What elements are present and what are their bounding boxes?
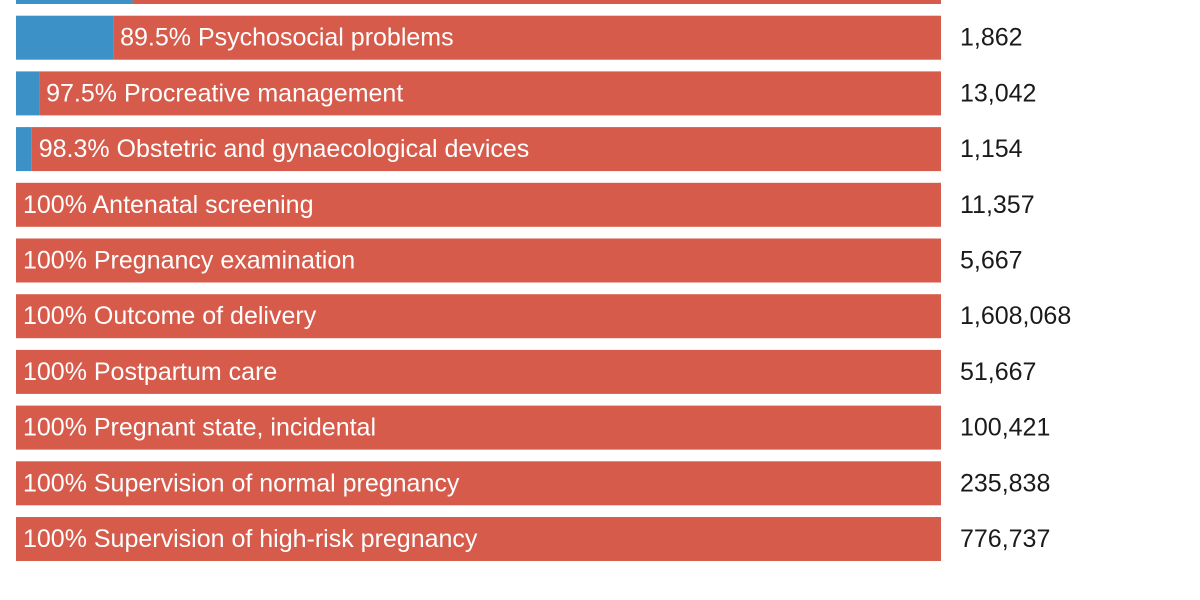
bar-row: 100% Pregnancy examination 5,667 (16, 238, 1023, 283)
bar-segment-female (16, 294, 941, 339)
bar-label: 89.5% Psychosocial problems (120, 24, 454, 52)
bar-segment-male (16, 127, 32, 172)
count-label: 1,608,068 (960, 302, 1071, 330)
bar-segment-male (16, 71, 40, 116)
bar-segment-female (16, 238, 941, 283)
bar-row: 100% Supervision of high-risk pregnancy 7… (16, 517, 1050, 561)
bar-segment-female (16, 182, 941, 227)
bar-row: 98.3% Obstetric and gynaecological devic… (16, 127, 1023, 172)
bar-row: 100% Supervision of normal pregnancy 235,… (16, 461, 1050, 506)
bar-row: 97.5% Procreative management 13,042 (16, 71, 1036, 116)
bar-row: 89.5% Psychosocial problems 1,862 (16, 15, 1023, 60)
count-label: 13,042 (960, 79, 1036, 107)
bar-row: 100% Pregnant state, incidental 100,421 (16, 405, 1050, 450)
bar-label: 100% Pregnant state, incidental (23, 414, 376, 442)
bar-segment-male (16, 15, 114, 60)
count-label: 776,737 (960, 525, 1050, 553)
count-label: 100,421 (960, 414, 1050, 442)
bar-label: 100% Pregnancy examination (23, 247, 355, 275)
bar-row: 100% Postpartum care 51,667 (16, 349, 1036, 394)
bar-label: 100% Antenatal screening (23, 191, 314, 219)
bar-label: 100% Supervision of high-risk pregnancy (23, 525, 478, 553)
bar-label: 98.3% Obstetric and gynaecological devic… (39, 135, 530, 163)
bar-segment-female (16, 405, 941, 450)
count-label: 5,667 (960, 247, 1023, 275)
count-label: 1,154 (960, 135, 1023, 163)
bar-segment-female (132, 0, 942, 4)
bar-segment-female (31, 127, 942, 172)
bar-row: 100% Outcome of delivery 1,608,068 (16, 294, 1071, 339)
bar-segment-female (16, 349, 941, 394)
bar-label: 97.5% Procreative management (46, 79, 403, 107)
bar-segment-female (16, 517, 941, 561)
bar-label: 100% Outcome of delivery (23, 302, 317, 330)
bar-row: 100% Antenatal screening 11,357 (16, 182, 1035, 227)
count-label: 235,838 (960, 469, 1050, 497)
bar-label: 100% Supervision of normal pregnancy (23, 469, 460, 497)
count-label: 1,862 (960, 24, 1023, 52)
bar-segment-female (39, 71, 941, 116)
bar-segment-female (16, 461, 941, 506)
bar-segment-female (113, 15, 941, 60)
bar-segment-male (16, 0, 133, 4)
count-label: 51,667 (960, 358, 1036, 386)
bar-label: 100% Postpartum care (23, 358, 277, 386)
count-label: 11,357 (960, 191, 1035, 219)
bar-row (16, 0, 942, 4)
